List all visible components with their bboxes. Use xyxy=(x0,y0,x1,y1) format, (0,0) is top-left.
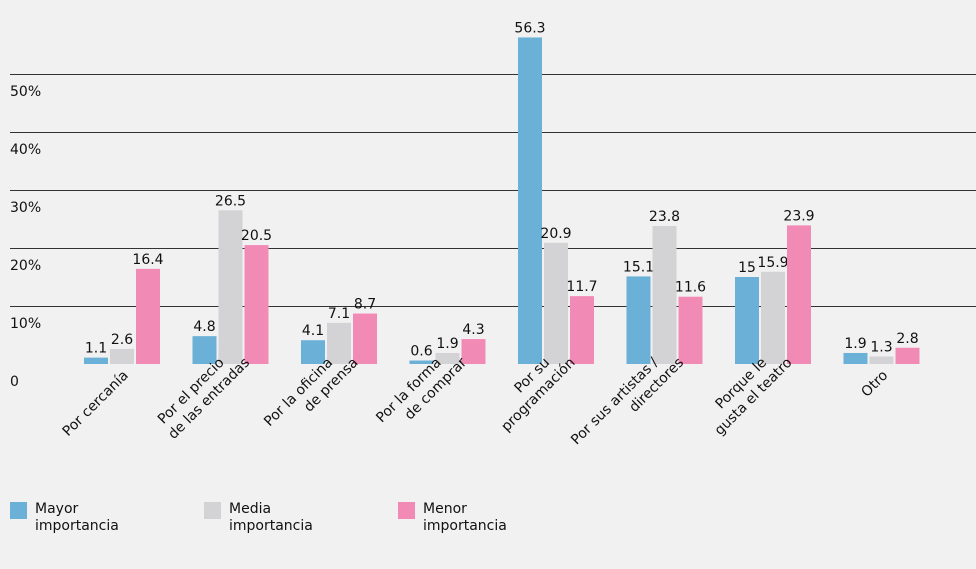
bar-value-label: 15.9 xyxy=(757,255,788,271)
bar xyxy=(678,296,703,364)
bar-value-label: 7.1 xyxy=(328,306,350,322)
legend-swatch-media xyxy=(204,502,221,519)
legend-label-media: Media importancia xyxy=(229,501,313,534)
bar-value-label: 1.9 xyxy=(844,336,866,352)
bar xyxy=(84,357,108,364)
x-tick-label: Otro xyxy=(858,368,891,401)
bar xyxy=(652,225,677,364)
y-tick-label: 0 xyxy=(10,374,19,390)
legend-swatch-menor xyxy=(398,502,415,519)
bar-value-label: 4.1 xyxy=(302,323,324,339)
bar-value-label: 26.5 xyxy=(215,193,246,209)
bar-value-label: 2.8 xyxy=(896,331,918,347)
bar xyxy=(327,322,351,364)
legend-label-menor: Menor importancia xyxy=(423,501,507,534)
bar xyxy=(787,225,811,364)
bar-value-label: 23.8 xyxy=(649,209,680,225)
bar xyxy=(735,277,759,364)
bar xyxy=(435,352,460,364)
bar xyxy=(353,313,377,364)
bar-value-label: 1.1 xyxy=(85,341,107,357)
legend: Mayor importancia Media importancia Meno… xyxy=(10,500,592,535)
bar-value-label: 4.3 xyxy=(462,322,484,338)
y-tick-label: 40% xyxy=(10,142,41,158)
svg-text:Otro: Otro xyxy=(858,368,891,401)
legend-label-mayor: Mayor importancia xyxy=(35,501,119,534)
bar xyxy=(570,296,594,364)
bar xyxy=(761,271,785,364)
bar-value-label: 2.6 xyxy=(111,332,133,348)
bar xyxy=(192,336,217,364)
bar xyxy=(518,37,542,365)
bar xyxy=(843,352,868,364)
bar xyxy=(110,348,134,364)
bar xyxy=(301,340,325,364)
svg-text:Por cercanía: Por cercanía xyxy=(60,368,132,440)
bar xyxy=(544,242,568,364)
bar xyxy=(244,245,269,364)
bar xyxy=(218,210,243,364)
bar xyxy=(895,347,920,364)
bar-value-label: 1.3 xyxy=(870,339,892,355)
bar-value-label: 1.9 xyxy=(436,336,458,352)
y-tick-label: 30% xyxy=(10,200,41,216)
bar xyxy=(869,356,894,364)
legend-item-media: Media importancia xyxy=(204,500,398,535)
bar xyxy=(409,360,434,364)
bar xyxy=(626,276,651,364)
bar-value-label: 4.8 xyxy=(193,319,215,335)
bar-value-label: 15.1 xyxy=(623,259,654,275)
bar-value-label: 20.9 xyxy=(540,226,571,242)
legend-item-menor: Menor importancia xyxy=(398,500,592,535)
bar-value-label: 16.4 xyxy=(132,252,163,268)
y-tick-label: 10% xyxy=(10,316,41,332)
bar-value-label: 11.7 xyxy=(566,279,597,295)
bar-value-label: 0.6 xyxy=(410,344,432,360)
bar-value-label: 11.6 xyxy=(675,280,706,296)
bar-value-label: 8.7 xyxy=(354,297,376,313)
bar xyxy=(136,268,160,364)
y-tick-label: 20% xyxy=(10,258,41,274)
bar-value-label: 20.5 xyxy=(241,228,272,244)
bar-value-label: 23.9 xyxy=(783,208,814,224)
bar xyxy=(461,339,486,364)
legend-swatch-mayor xyxy=(10,502,27,519)
y-tick-label: 50% xyxy=(10,84,41,100)
bar-value-label: 15 xyxy=(738,260,756,276)
x-tick-label: Por cercanía xyxy=(60,368,132,440)
bar-value-label: 56.3 xyxy=(514,20,545,36)
legend-item-mayor: Mayor importancia xyxy=(10,500,204,535)
